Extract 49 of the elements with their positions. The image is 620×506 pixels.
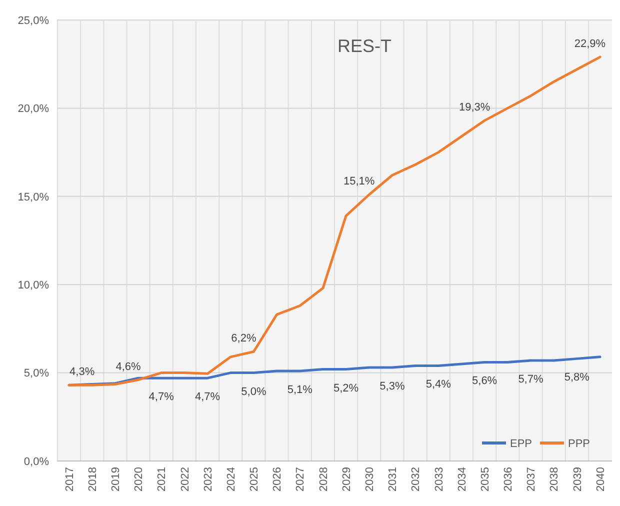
x-tick-label: 2017 [64, 467, 76, 492]
x-tick-label: 2018 [86, 467, 99, 492]
x-tick-label: 2036 [502, 467, 514, 492]
x-tick-label: 2019 [110, 467, 122, 492]
data-label: 22,9% [574, 38, 606, 50]
data-label: 5,7% [518, 373, 544, 386]
x-tick-label: 2028 [318, 467, 330, 492]
y-tick-label: 10,0% [18, 279, 50, 292]
x-tick-label: 2027 [294, 467, 307, 492]
data-label: 4,7% [148, 391, 174, 404]
x-tick-label: 2033 [433, 467, 446, 492]
x-tick-label: 2040 [594, 467, 607, 492]
data-label: 4,6% [116, 360, 142, 373]
x-tick-label: 2022 [179, 467, 192, 492]
x-tick-label: 2035 [479, 467, 492, 492]
data-label: 4,7% [194, 391, 220, 404]
x-tick-label: 2038 [548, 467, 561, 492]
x-tick-label: 2025 [248, 467, 261, 492]
annotation: RES-T [338, 36, 392, 56]
data-label: 5,4% [426, 378, 452, 391]
x-tick-label: 2024 [225, 467, 238, 492]
data-label: 5,3% [380, 380, 405, 393]
data-label: 5,6% [472, 375, 498, 388]
x-tick-label: 2023 [202, 467, 214, 492]
y-tick-label: 20,0% [18, 103, 50, 116]
data-label: 19,3% [458, 102, 490, 114]
data-label: 5,0% [241, 386, 266, 398]
y-tick-label: 5,0% [24, 368, 50, 380]
x-tick-label: 2026 [272, 467, 284, 492]
x-tick-label: 2021 [156, 467, 168, 492]
data-label: 5,2% [334, 382, 359, 394]
y-tick-label: 15,0% [18, 191, 50, 204]
data-label: 6,2% [231, 332, 256, 345]
legend-label: EPP [510, 438, 532, 450]
x-tick-label: 2032 [410, 467, 422, 492]
y-tick-label: 0,0% [24, 456, 50, 468]
data-label: 5,1% [287, 384, 313, 396]
legend-label: PPP [568, 438, 590, 450]
data-label: 4,3% [70, 366, 95, 378]
x-tick-label: 2029 [340, 467, 353, 492]
y-tick-label: 25,0% [18, 14, 50, 27]
x-tick-label: 2034 [456, 467, 468, 492]
data-label: 15,1% [344, 176, 375, 188]
x-tick-label: 2030 [364, 467, 376, 492]
x-tick-label: 2037 [526, 467, 538, 492]
data-label: 5,8% [564, 372, 590, 384]
x-tick-label: 2020 [133, 467, 146, 492]
x-tick-label: 2039 [572, 467, 584, 492]
x-tick-label: 2031 [387, 467, 400, 492]
